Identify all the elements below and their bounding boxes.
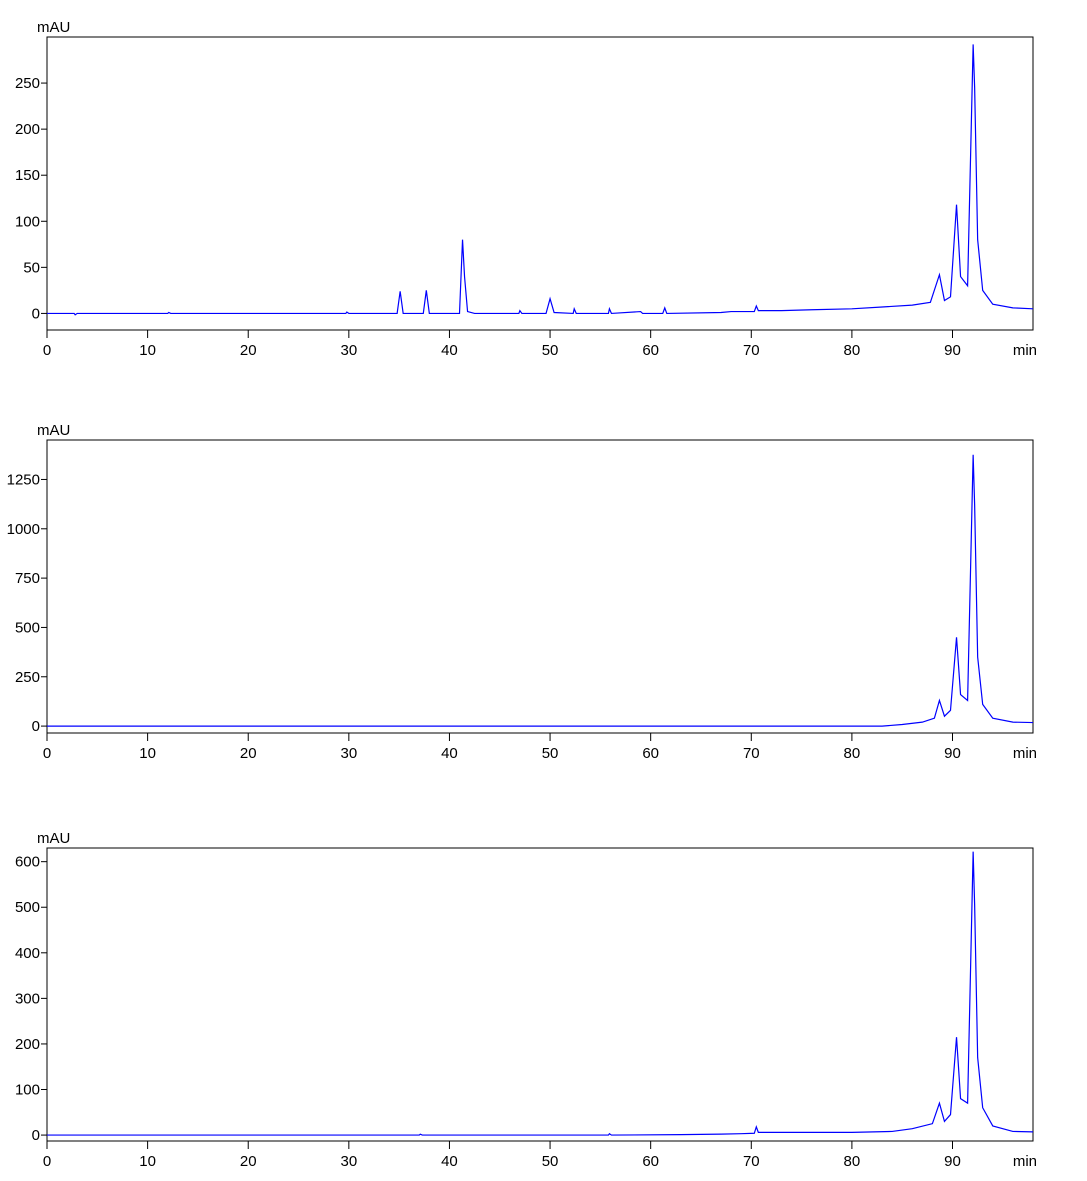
x-tick-label: 40 <box>441 1153 458 1170</box>
x-tick-label: 20 <box>240 342 257 359</box>
y-tick-label: 100 <box>15 213 40 230</box>
y-tick-label: 500 <box>15 899 40 916</box>
plot-frame <box>46 439 1034 734</box>
x-axis-label: min <box>1013 1153 1037 1170</box>
y-tick-label: 250 <box>15 75 40 92</box>
x-tick-label: 30 <box>340 745 357 762</box>
y-tick-label: 600 <box>15 854 40 871</box>
y-tick-label: 500 <box>15 619 40 636</box>
x-tick-label: 0 <box>43 342 51 359</box>
x-tick-label: 80 <box>844 745 861 762</box>
y-tick-label: 100 <box>15 1082 40 1099</box>
chromatogram-line <box>47 851 1034 1136</box>
y-tick-label: 150 <box>15 167 40 184</box>
y-tick-label: 400 <box>15 945 40 962</box>
x-tick-label: 60 <box>642 745 659 762</box>
x-tick-label: 0 <box>43 745 51 762</box>
x-tick-label: 70 <box>743 745 760 762</box>
x-tick-label: 10 <box>139 745 156 762</box>
x-tick-label: 40 <box>441 745 458 762</box>
x-tick-label: 0 <box>43 1153 51 1170</box>
x-tick-label: 50 <box>542 1153 559 1170</box>
x-tick-label: 90 <box>944 1153 961 1170</box>
x-axis-label: min <box>1013 342 1037 359</box>
x-tick-label: 70 <box>743 1153 760 1170</box>
y-tick-label: 1250 <box>7 471 40 488</box>
x-tick-label: 70 <box>743 342 760 359</box>
y-tick-label: 0 <box>32 305 40 322</box>
y-axis-label: mAU <box>37 19 70 36</box>
x-tick-label: 10 <box>139 1153 156 1170</box>
x-tick-label: 60 <box>642 342 659 359</box>
x-tick-label: 20 <box>240 745 257 762</box>
y-tick-label: 200 <box>15 1036 40 1053</box>
y-tick-label: 750 <box>15 570 40 587</box>
x-tick-label: 40 <box>441 342 458 359</box>
x-tick-label: 50 <box>542 745 559 762</box>
y-tick-label: 1000 <box>7 521 40 538</box>
y-tick-label: 200 <box>15 121 40 138</box>
x-tick-label: 80 <box>844 342 861 359</box>
y-tick-label: 0 <box>32 1127 40 1144</box>
x-tick-label: 60 <box>642 1153 659 1170</box>
plot-frame <box>46 847 1034 1142</box>
y-axis-label: mAU <box>37 830 70 847</box>
chromatogram-line <box>47 454 1034 727</box>
x-tick-label: 10 <box>139 342 156 359</box>
y-tick-label: 50 <box>23 259 40 276</box>
y-axis-label: mAU <box>37 422 70 439</box>
x-tick-label: 30 <box>340 1153 357 1170</box>
x-tick-label: 90 <box>944 342 961 359</box>
plot-frame <box>46 36 1034 331</box>
x-axis-label: min <box>1013 745 1037 762</box>
y-tick-label: 0 <box>32 718 40 735</box>
x-tick-label: 30 <box>340 342 357 359</box>
x-tick-label: 80 <box>844 1153 861 1170</box>
x-tick-label: 20 <box>240 1153 257 1170</box>
x-tick-label: 50 <box>542 342 559 359</box>
x-tick-label: 90 <box>944 745 961 762</box>
chromatogram-line <box>47 44 1034 316</box>
y-tick-label: 300 <box>15 990 40 1007</box>
y-tick-label: 250 <box>15 669 40 686</box>
